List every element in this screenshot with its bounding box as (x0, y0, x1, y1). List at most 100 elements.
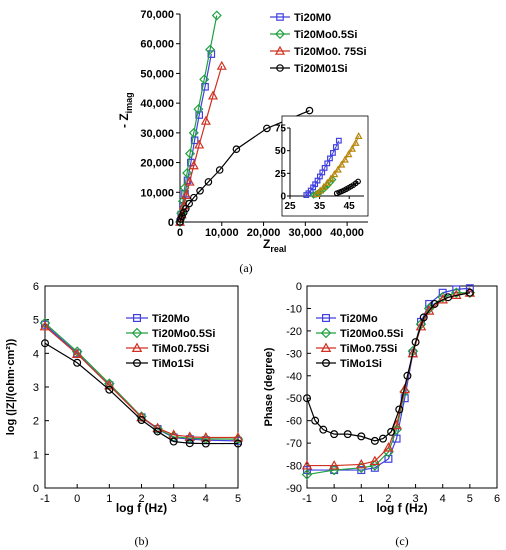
inset-y-tick-label: 50 (275, 146, 287, 157)
data-point (234, 439, 243, 448)
legend-marker (320, 327, 332, 339)
legend-marker (131, 342, 143, 352)
x-axis-label: log f (Hz) (116, 501, 167, 515)
data-point (383, 442, 394, 452)
data-point (179, 182, 190, 193)
data-point (423, 305, 435, 315)
data-point (104, 379, 115, 390)
inset-y-tick-label: 75 (275, 124, 287, 135)
data-point (357, 432, 366, 441)
data-point (370, 436, 379, 445)
x-tick-label: 2 (385, 493, 391, 505)
data-point (357, 466, 366, 475)
y-tick-label: 0 (296, 281, 302, 293)
inset-x-tick-label: 25 (284, 201, 296, 212)
y-axis-label: log (|Z|/(ohm·cm²)) (5, 338, 17, 435)
data-point (196, 187, 204, 195)
data-point (415, 320, 427, 331)
data-point (232, 145, 241, 154)
x-tick-label: 0 (331, 493, 337, 505)
inset-data-point (337, 160, 346, 168)
data-point (444, 293, 453, 302)
x-tick-label: 5 (467, 493, 473, 505)
data-point (71, 346, 83, 357)
data-point (181, 190, 192, 200)
data-point (330, 430, 339, 439)
data-point (311, 416, 320, 425)
panel-label: (b) (135, 534, 149, 548)
x-tick-label: 40,000 (330, 227, 364, 239)
y-axis-label: Phase (degree) (263, 347, 275, 426)
data-point (301, 460, 313, 470)
data-point (200, 115, 211, 125)
series-TiMo1Si (303, 288, 474, 445)
inset-x-tick-label: 35 (314, 201, 326, 212)
y-tick-label: 1 (33, 449, 39, 461)
legend-label: TiMo1Si (152, 358, 194, 370)
inset-data-point (348, 144, 357, 152)
legend-label: Ti20M0 (294, 12, 331, 24)
data-point (201, 439, 210, 448)
y-tick-label: 50,000 (140, 68, 174, 80)
x-axis-label: Zreal (263, 237, 286, 254)
data-point (356, 458, 367, 469)
y-tick-label: 3 (33, 382, 39, 394)
data-point (194, 139, 205, 149)
data-point (73, 358, 82, 367)
data-point (200, 432, 212, 442)
legend-marker (322, 314, 331, 323)
legend-label: Ti20Mo (340, 313, 378, 325)
y-tick-label: 0 (168, 217, 174, 229)
inset-data-point (319, 182, 328, 190)
legend-label: Ti20Mo0.5Si (340, 328, 403, 340)
data-point (182, 204, 190, 213)
inset-series-line (316, 135, 360, 195)
data-point (185, 199, 193, 208)
data-point (400, 394, 409, 403)
panel-c-bode-phase-plot: -1 0 1 2 3 4 5 6-90-80-70-60-50-40-30-20-100log… (263, 281, 500, 548)
y-tick-label: 40,000 (140, 98, 174, 110)
data-point (419, 313, 428, 322)
legend-marker (133, 359, 142, 368)
data-point (189, 193, 198, 202)
data-point (40, 339, 49, 348)
data-point (465, 284, 474, 293)
panel-a-nyquist-plot: 0 10,000 20,000 30,000 40,000 0 10,000 20,000 30… (117, 9, 369, 275)
series-line (307, 292, 470, 467)
x-tick-label: 30,000 (289, 227, 323, 239)
data-point (184, 176, 195, 186)
plot-frame (44, 285, 239, 489)
y-tick-label: 60,000 (140, 39, 174, 51)
x-tick-label: -1 (302, 493, 312, 505)
y-tick-label: -40 (286, 371, 302, 383)
legend-label: Ti20M01Si (294, 63, 348, 75)
y-tick-label: -60 (286, 416, 302, 428)
x-tick-label: 0 (74, 493, 80, 505)
y-tick-label: -70 (286, 438, 302, 450)
data-point (185, 148, 196, 159)
data-point (379, 434, 388, 443)
y-tick-label: 20,000 (140, 158, 174, 170)
data-point (39, 317, 51, 329)
data-point (303, 394, 312, 403)
data-point (39, 320, 51, 331)
x-tick-label: 10,000 (205, 227, 239, 239)
x-tick-label: 20,000 (247, 227, 281, 239)
series-TiMo0.75Si (301, 287, 476, 470)
legend-label: Ti20Mo0.5Si (294, 29, 357, 41)
x-tick-label: -1 (40, 493, 50, 505)
data-point (387, 427, 396, 436)
y-tick-label: -10 (286, 303, 302, 315)
x-tick-label: 1 (106, 493, 112, 505)
inset-data-point (330, 150, 336, 156)
data-point (407, 347, 419, 358)
legend-label: Ti20Mo0.5Si (152, 328, 215, 340)
inset-series (333, 178, 361, 197)
data-point (301, 469, 313, 480)
inset-data-point (332, 144, 339, 150)
legend-marker (320, 342, 332, 352)
data-point (384, 454, 393, 463)
data-point (465, 288, 474, 297)
y-axis-label: - Zimag (117, 92, 134, 128)
legend-label: Ti20Mo (152, 313, 190, 325)
